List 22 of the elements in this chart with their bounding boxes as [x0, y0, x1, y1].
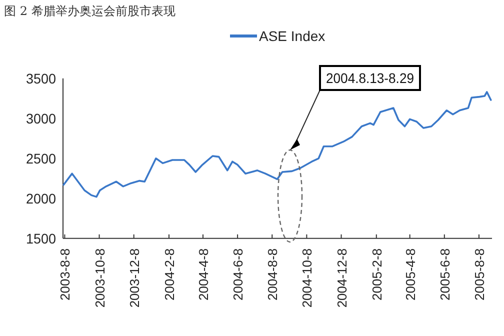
x-tick-label: 2005-8-8	[472, 248, 487, 300]
x-tick-label: 2004-10-8	[300, 248, 315, 308]
y-tick-label: 3500	[26, 70, 58, 86]
x-tick-label: 2004-6-8	[230, 248, 246, 300]
x-tick-label: 2003-8-8	[58, 248, 73, 300]
x-tick-label: 2004-12-8	[334, 248, 350, 308]
x-tick-label: 2004-8-8	[265, 248, 280, 300]
x-tick-label: 2005-2-8	[369, 248, 384, 300]
x-tick-label: 2004-2-8	[162, 248, 177, 300]
x-tick-label: 2003-10-8	[92, 248, 108, 308]
x-tick-label: 2003-12-8	[126, 248, 142, 308]
x-tick-label: 2004-4-8	[196, 248, 211, 300]
y-tick-label: 1500	[26, 230, 58, 246]
annotation: 2004.8.13-8.29	[326, 70, 420, 86]
x-tick-label: 2005-6-8	[437, 248, 452, 300]
y-tick-label: 2500	[26, 150, 58, 166]
legend: ASE Index	[230, 28, 326, 44]
chart-title: 图 2 希腊举办奥运会前股市表现	[4, 4, 176, 18]
x-tick-label: 2005-4-8	[402, 248, 418, 300]
y-tick-label: 2000	[26, 190, 58, 206]
legend-label: ASE Index	[259, 28, 326, 44]
y-tick-label: 3000	[26, 110, 58, 126]
